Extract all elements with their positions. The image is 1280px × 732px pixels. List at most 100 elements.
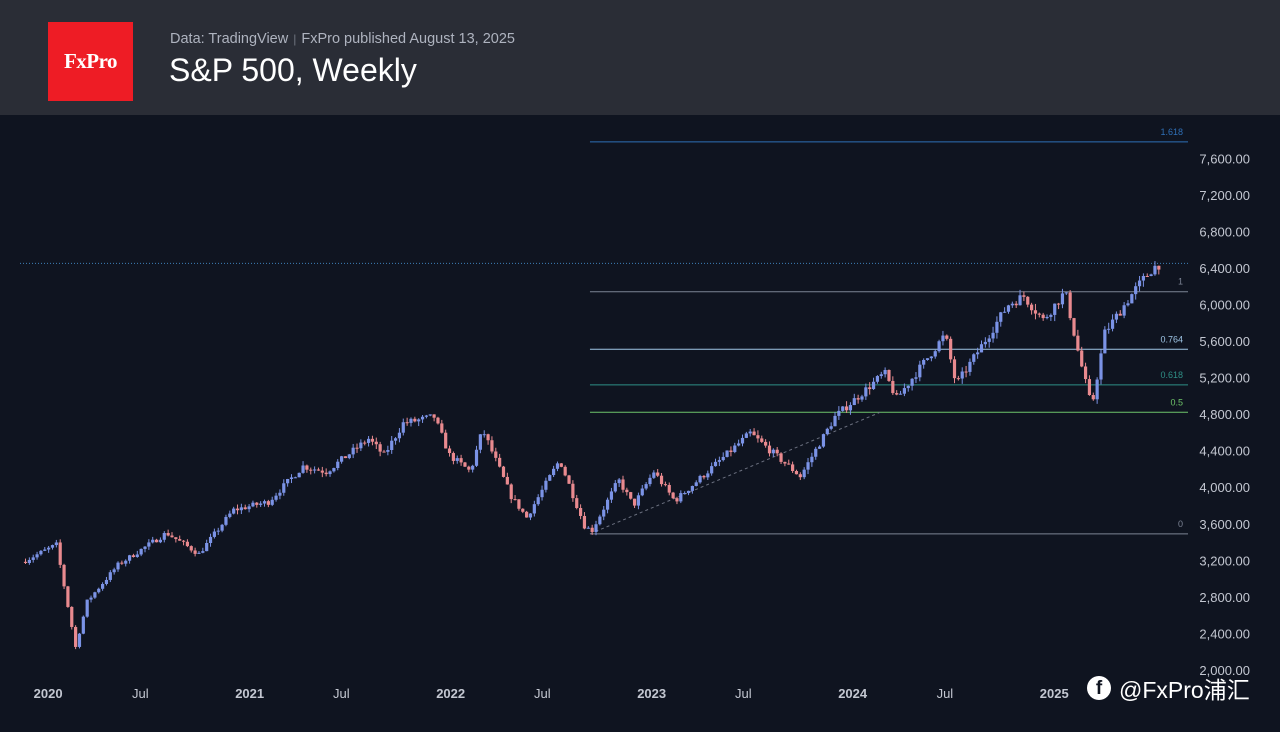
candle-body <box>555 463 560 469</box>
y-axis-tick-label: 4,000.00 <box>1199 480 1250 495</box>
candle-body <box>1157 265 1161 270</box>
candle-body <box>1130 294 1134 304</box>
fib-level-label: 0 <box>1178 519 1183 529</box>
candle-body <box>856 398 860 400</box>
candle-body <box>775 449 779 454</box>
candle-body <box>474 449 479 466</box>
candle-body <box>794 471 799 475</box>
candle-body <box>409 418 413 423</box>
candle-body <box>286 479 290 484</box>
candle-body <box>282 483 286 493</box>
candle-body <box>1145 276 1149 278</box>
candle-body <box>1122 305 1126 316</box>
candle-body <box>247 506 251 510</box>
y-axis-tick-label: 4,400.00 <box>1199 444 1250 459</box>
candle-body <box>490 440 494 452</box>
candle-body <box>798 474 802 478</box>
x-axis-tick-label: 2023 <box>637 686 666 701</box>
candle-body <box>983 341 987 345</box>
candle-body <box>1134 286 1138 295</box>
candle-body <box>767 445 772 454</box>
candle-body <box>999 312 1003 322</box>
candle-body <box>266 501 270 505</box>
candle-body <box>559 463 563 467</box>
candle-body <box>1060 293 1065 305</box>
y-axis-tick-label: 2,400.00 <box>1199 626 1250 641</box>
candle-body <box>887 370 891 381</box>
y-axis-tick-label: 6,800.00 <box>1199 224 1250 239</box>
candle-body <box>77 633 82 647</box>
x-axis-tick-label: 2022 <box>436 686 465 701</box>
y-axis-tick-label: 5,200.00 <box>1199 371 1250 386</box>
candle-body <box>717 460 721 462</box>
candle-body <box>710 466 714 474</box>
candle-body <box>868 387 872 390</box>
candle-body <box>991 332 995 339</box>
candle-body <box>1053 303 1057 315</box>
candle-body <box>405 422 409 424</box>
x-axis-tick-label: Jul <box>132 686 149 701</box>
candle-body <box>694 482 698 486</box>
candle-body <box>844 406 849 411</box>
candle-body <box>178 539 182 541</box>
fib-level-label: 0.618 <box>1160 370 1183 380</box>
candle-body <box>170 535 174 538</box>
candle-body <box>1026 296 1030 305</box>
candle-body <box>1080 350 1084 367</box>
candle-body <box>424 415 429 417</box>
candle-body <box>544 480 548 490</box>
candle-body <box>536 497 540 505</box>
candle-body <box>871 381 876 390</box>
candle-body <box>1064 292 1068 294</box>
candle-body <box>393 438 398 441</box>
candle-body <box>806 462 810 470</box>
candle-body <box>748 431 752 434</box>
candle-body <box>420 416 425 420</box>
candle-body <box>174 537 178 540</box>
candle-body <box>1091 395 1095 400</box>
candle-body <box>1037 313 1041 315</box>
candle-body <box>713 461 718 467</box>
x-axis-tick-label: 2021 <box>235 686 264 701</box>
candle-body <box>509 484 513 500</box>
candle-body <box>108 572 112 580</box>
y-axis-tick-label: 2,800.00 <box>1199 590 1250 605</box>
candle-body <box>1110 319 1115 329</box>
candle-body <box>702 475 706 478</box>
candle-body <box>945 335 949 339</box>
candle-body <box>563 466 567 476</box>
candle-body <box>740 437 745 444</box>
candle-body <box>929 356 933 359</box>
candle-body <box>690 485 694 491</box>
candle-body <box>829 426 833 429</box>
fxpro-logo[interactable]: FxPro <box>48 22 133 101</box>
candle-body <box>598 516 602 525</box>
candle-body <box>116 562 120 570</box>
candle-body <box>139 548 143 555</box>
candle-body <box>1099 353 1103 380</box>
candle-body <box>663 484 668 486</box>
candle-body <box>1141 276 1145 281</box>
candle-body <box>47 547 51 550</box>
x-axis-tick-label: 2025 <box>1040 686 1069 701</box>
candle-body <box>347 454 351 459</box>
candle-body <box>621 479 625 490</box>
candle-body <box>517 499 521 509</box>
candle-body <box>879 374 883 377</box>
candle-body <box>602 509 606 517</box>
publication-info: Data: TradingView | FxPro published August… <box>170 31 515 47</box>
candle-body <box>447 448 452 454</box>
candle-body <box>1056 303 1061 305</box>
candle-body <box>262 501 267 504</box>
candle-body <box>478 434 482 450</box>
candle-body <box>582 515 587 529</box>
watermark-text: @FxPro浦汇 <box>1119 677 1250 703</box>
candle-body <box>644 484 648 489</box>
candle-body <box>1095 379 1099 400</box>
fib-level-label: 0.5 <box>1170 397 1183 407</box>
candle-body <box>355 447 359 449</box>
watermark: f @FxPro浦汇 <box>1087 674 1250 703</box>
candle-body <box>35 554 39 558</box>
candle-body <box>93 592 97 598</box>
candle-body <box>62 564 66 587</box>
